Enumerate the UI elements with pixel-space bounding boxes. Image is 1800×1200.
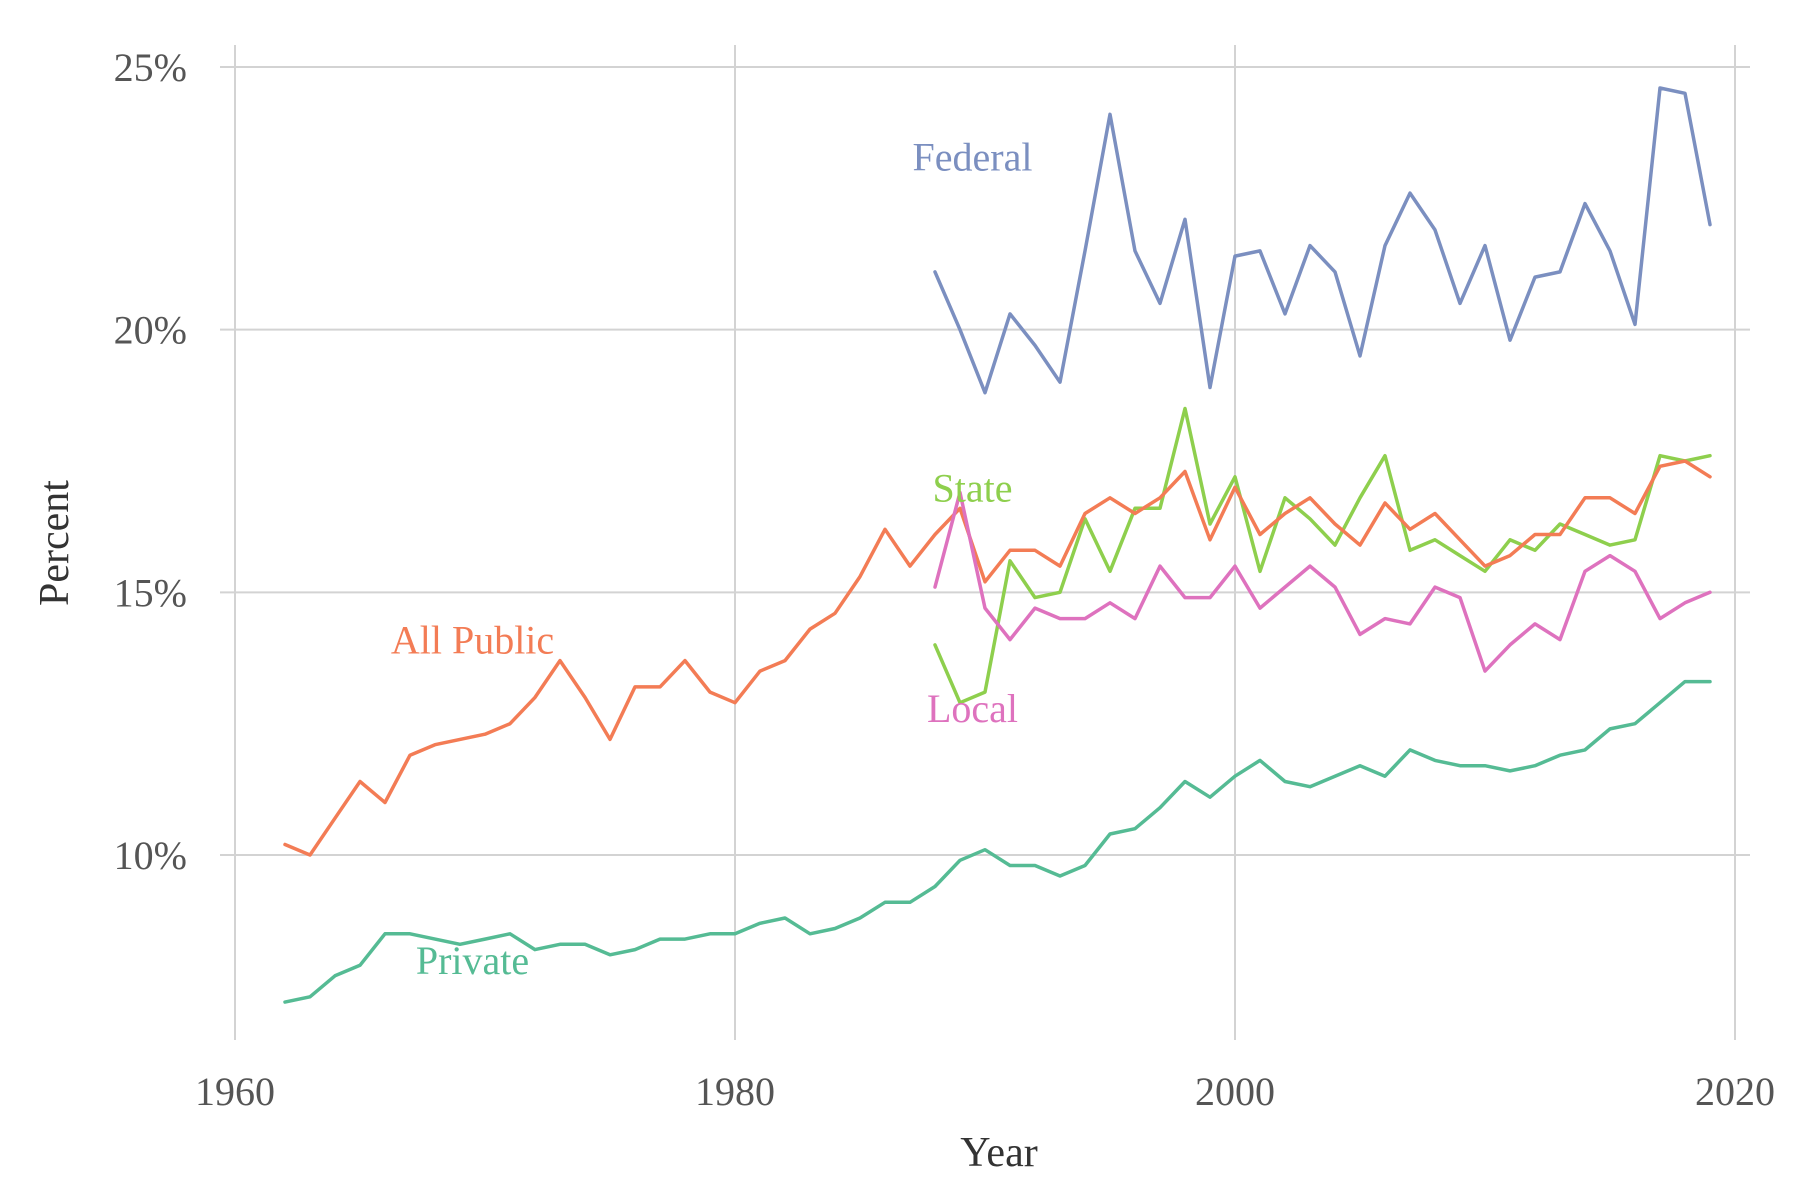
x-tick-label: 1960 (195, 1069, 275, 1114)
series-line-federal (933, 86, 1712, 395)
series-lines (283, 86, 1712, 1004)
x-tick-label: 2000 (1195, 1069, 1275, 1114)
series-line-private (283, 679, 1712, 1004)
y-axis-title: Percent (32, 480, 78, 606)
grid-lines (220, 45, 1750, 1040)
x-tick-label: 1980 (695, 1069, 775, 1114)
tick-labels: 1960 1980 2000 2020 10% 15% 20% 25% (114, 45, 1775, 1114)
x-axis-title: Year (960, 1130, 1037, 1176)
series-line-state (933, 406, 1712, 705)
y-tick-label: 20% (114, 308, 187, 353)
series-labels: Federal State All Public Local Private (391, 134, 1033, 983)
series-label-state: State (933, 465, 1013, 510)
series-line-all-public (283, 459, 1712, 857)
series-label-private: Private (416, 938, 529, 983)
series-label-all-public: All Public (391, 618, 554, 663)
y-tick-label: 10% (114, 833, 187, 878)
x-tick-label: 2020 (1695, 1069, 1775, 1114)
y-tick-label: 25% (114, 45, 187, 90)
series-line-local (933, 490, 1712, 673)
series-label-local: Local (927, 686, 1018, 731)
series-label-federal: Federal (913, 134, 1033, 179)
y-tick-label: 15% (114, 570, 187, 615)
